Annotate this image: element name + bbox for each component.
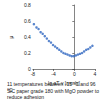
svg-text:0: 0	[28, 66, 31, 72]
svg-text:0.6: 0.6	[24, 18, 31, 24]
svg-text:0.4: 0.4	[24, 34, 31, 40]
svg-text:reduce adhesion: reduce adhesion	[7, 94, 44, 99]
svg-text:-8: -8	[31, 71, 36, 77]
svg-text:0.2: 0.2	[24, 50, 31, 56]
svg-text:11 temperatures between -15 °C: 11 temperatures between -15 °C and 96	[7, 81, 97, 87]
svg-text:-4: -4	[51, 71, 56, 77]
svg-text:μ: μ	[8, 35, 14, 38]
svg-text:0.8: 0.8	[24, 2, 31, 8]
svg-text:4: 4	[94, 71, 97, 77]
svg-text:0: 0	[73, 71, 76, 77]
